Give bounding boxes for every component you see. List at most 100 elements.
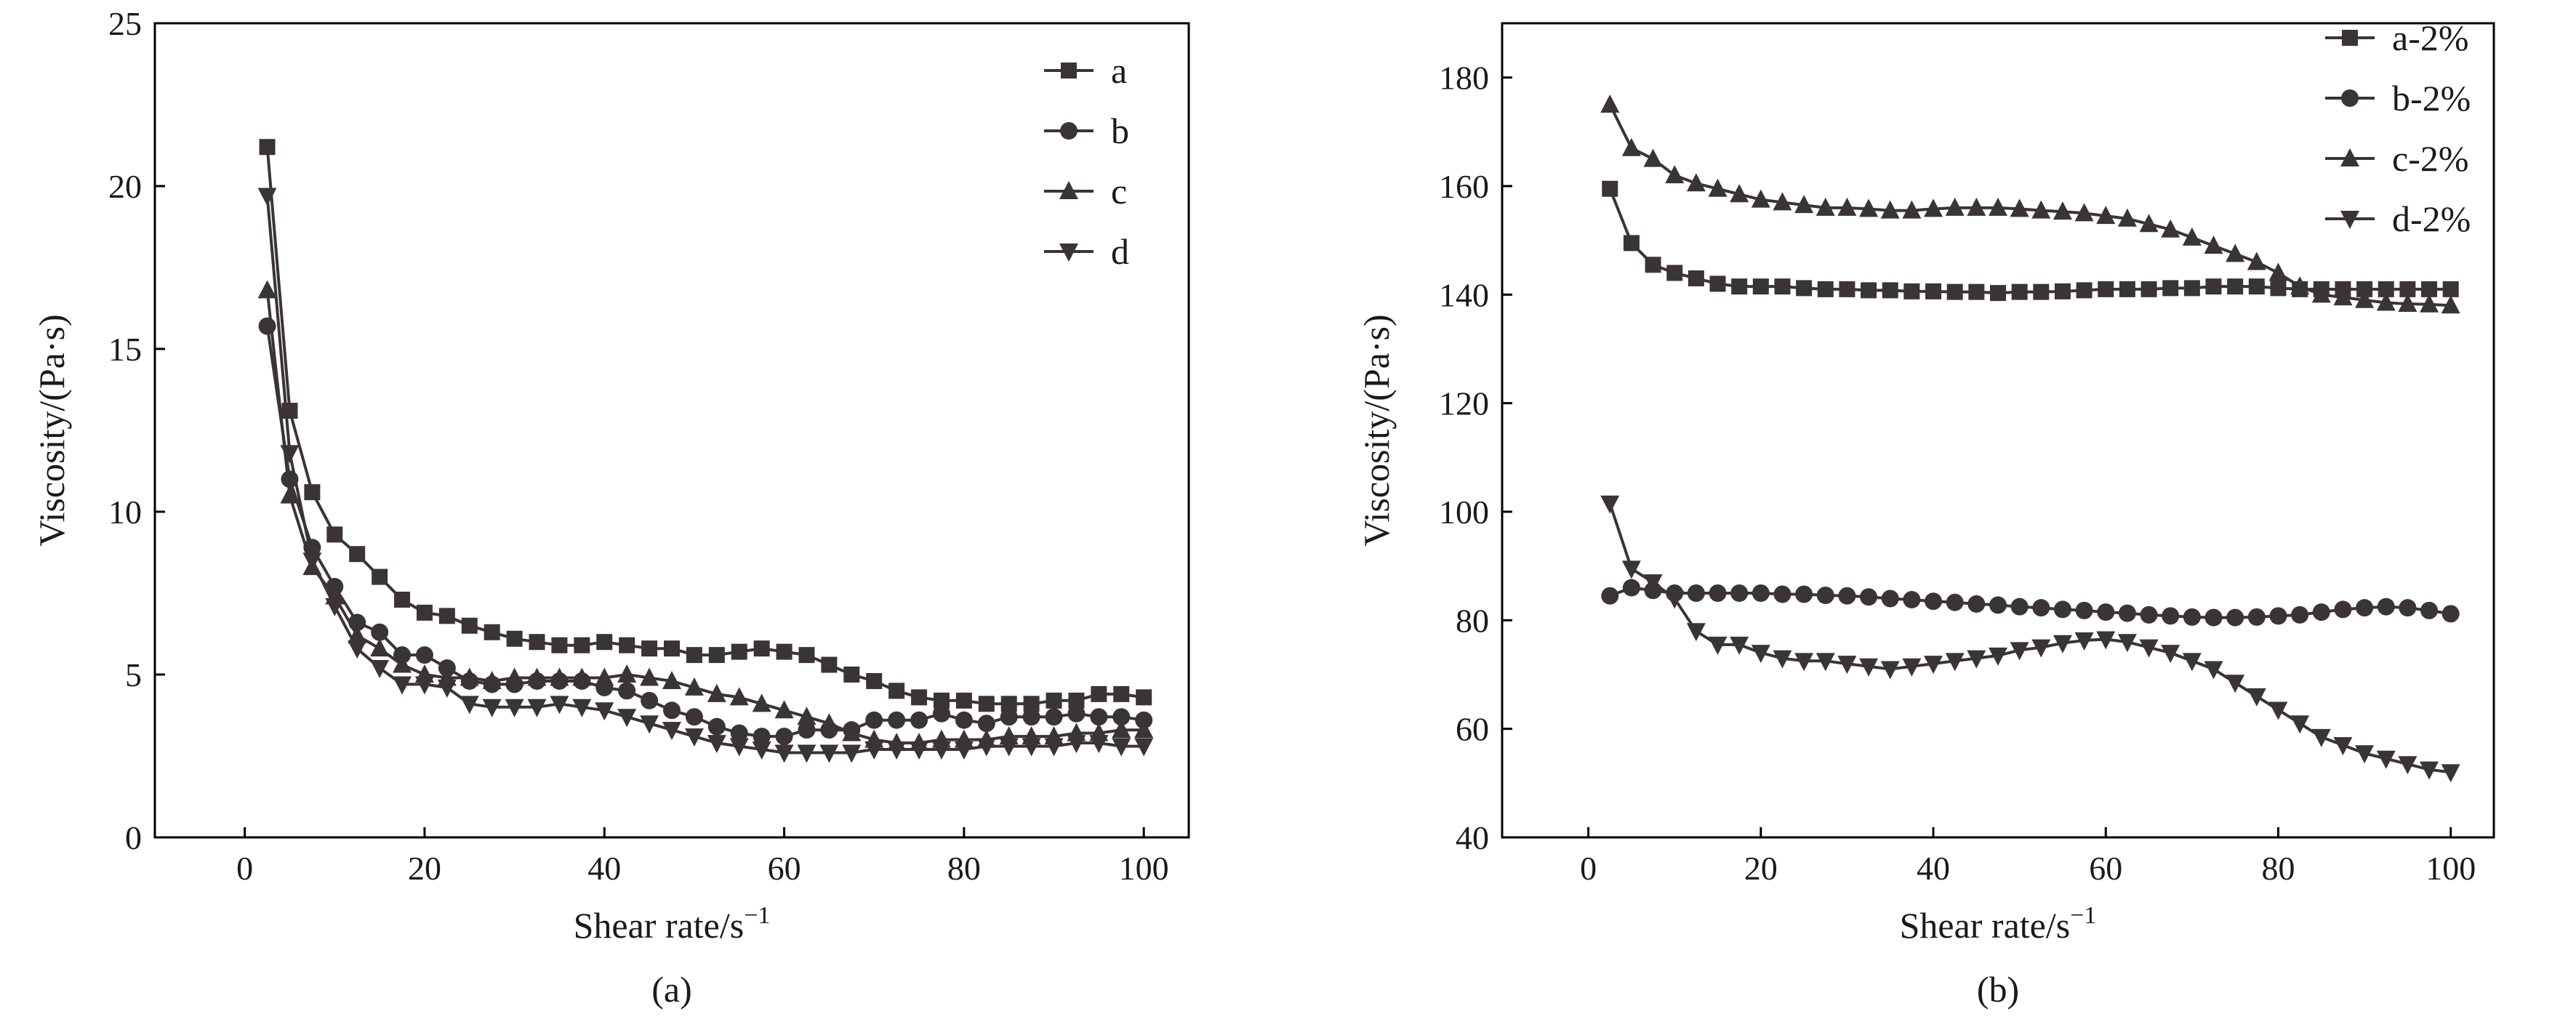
data-point — [2096, 631, 2116, 650]
data-point — [1815, 197, 1835, 216]
data-point — [2011, 283, 2028, 300]
data-point — [1859, 658, 1879, 677]
x-tick-label: 40 — [1917, 850, 1950, 887]
series-c-2% — [1600, 94, 2460, 314]
data-point — [775, 728, 793, 746]
data-point — [2010, 198, 2029, 217]
chart-panel-b: 0 20 40 60 80 100 40 60 80 100 120 140 160 180 Shear r… — [1356, 17, 2495, 1010]
legend-marker — [1059, 244, 1078, 262]
data-point — [1861, 282, 1877, 299]
data-point — [663, 701, 681, 720]
data-point — [1709, 584, 1727, 602]
data-point — [888, 683, 905, 699]
data-point — [641, 691, 659, 709]
y-tick-label: 120 — [1439, 385, 1489, 422]
series-a — [259, 139, 1152, 712]
y-tick-label: 140 — [1439, 276, 1489, 313]
data-point — [2441, 605, 2460, 623]
series-line — [265, 326, 1144, 739]
data-point — [2161, 219, 2180, 238]
legend-marker — [2342, 30, 2358, 46]
legend-label: c-2% — [2392, 138, 2469, 179]
data-point — [394, 591, 411, 608]
data-point — [325, 597, 345, 616]
data-point — [349, 546, 366, 563]
data-point — [2442, 281, 2459, 297]
y-tick-label: 5 — [125, 656, 142, 693]
data-point — [2204, 608, 2223, 627]
data-point — [731, 643, 747, 660]
data-point — [2420, 601, 2439, 619]
data-point — [976, 738, 996, 757]
data-point — [326, 526, 343, 543]
data-point — [1945, 197, 1965, 216]
legend-label: a — [1111, 50, 1127, 91]
data-point — [2333, 737, 2353, 756]
data-point — [574, 637, 590, 653]
x-tick-label: 20 — [1744, 850, 1778, 887]
data-point — [932, 704, 950, 723]
data-point — [797, 744, 816, 763]
data-point — [776, 643, 793, 660]
data-point — [888, 711, 906, 729]
y-tick-label: 25 — [108, 5, 142, 42]
data-point — [2333, 287, 2353, 306]
data-point — [572, 699, 592, 717]
data-point — [1924, 198, 1943, 217]
data-point — [931, 741, 951, 760]
data-point — [1752, 278, 1769, 295]
data-point — [2268, 701, 2288, 720]
legend-marker — [2341, 89, 2359, 107]
data-point — [684, 728, 704, 747]
y-tick-label: 80 — [1456, 602, 1489, 639]
data-point — [1112, 738, 1131, 757]
data-point — [2010, 642, 2029, 661]
data-point — [1000, 708, 1018, 726]
data-point — [2376, 292, 2396, 311]
data-point — [257, 188, 277, 206]
data-point — [2161, 645, 2180, 664]
data-point — [1643, 574, 1663, 593]
data-point — [2119, 281, 2135, 297]
data-point — [348, 640, 367, 659]
legend-item-b: b — [1044, 110, 1129, 151]
data-point — [1645, 257, 1661, 273]
data-point — [1621, 137, 1641, 156]
legend-label: d-2% — [2392, 198, 2471, 239]
data-point — [257, 280, 277, 299]
data-point — [595, 667, 614, 686]
data-point — [2270, 280, 2287, 297]
series-line — [1608, 104, 2451, 307]
data-point — [662, 722, 681, 741]
data-point — [843, 667, 860, 683]
series-d — [257, 188, 1154, 763]
data-point — [1774, 278, 1791, 295]
y-tick-label: 40 — [1456, 819, 1489, 856]
data-point — [1708, 178, 1728, 197]
data-point — [640, 667, 659, 686]
data-point — [2032, 599, 2050, 617]
data-point — [1881, 590, 1899, 608]
data-point — [2204, 236, 2223, 254]
data-point — [1902, 200, 1922, 219]
data-point — [1113, 685, 1130, 702]
data-point — [1838, 587, 1856, 605]
data-point — [1730, 584, 1749, 602]
data-point — [2441, 764, 2460, 783]
data-point — [482, 699, 502, 717]
data-point — [2355, 745, 2375, 764]
y-tick-label: 100 — [1439, 494, 1489, 531]
data-point — [1989, 197, 2007, 216]
legend-label: a-2% — [2392, 17, 2469, 58]
data-point — [2398, 294, 2417, 313]
legend-marker — [1061, 63, 1077, 79]
y-tick-label: 60 — [1456, 711, 1489, 748]
legend-label: b — [1111, 110, 1129, 151]
data-point — [1989, 596, 2007, 614]
data-point — [1945, 653, 1965, 672]
data-point — [1773, 650, 1792, 669]
data-point — [2053, 600, 2071, 619]
series-a-2% — [1602, 180, 2459, 302]
data-point — [2248, 278, 2265, 295]
panel-label: (b) — [1977, 969, 2019, 1010]
